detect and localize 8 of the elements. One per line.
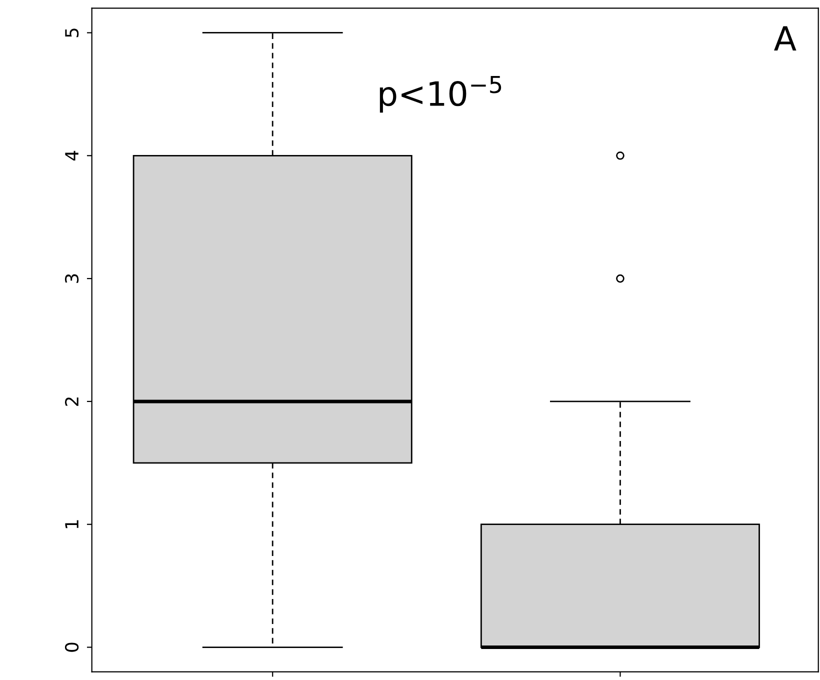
annotation: A (774, 26, 796, 51)
annotation: p<10$^{−5}$ (380, 76, 502, 113)
y-tick-label: 1 (65, 520, 78, 528)
y-tick-label: 4 (65, 150, 78, 161)
y-tick-label: 0 (64, 642, 79, 652)
y-tick-label: 2 (64, 398, 78, 406)
y-tick-label: 5 (65, 28, 79, 38)
y-tick-label: 3 (64, 274, 79, 283)
